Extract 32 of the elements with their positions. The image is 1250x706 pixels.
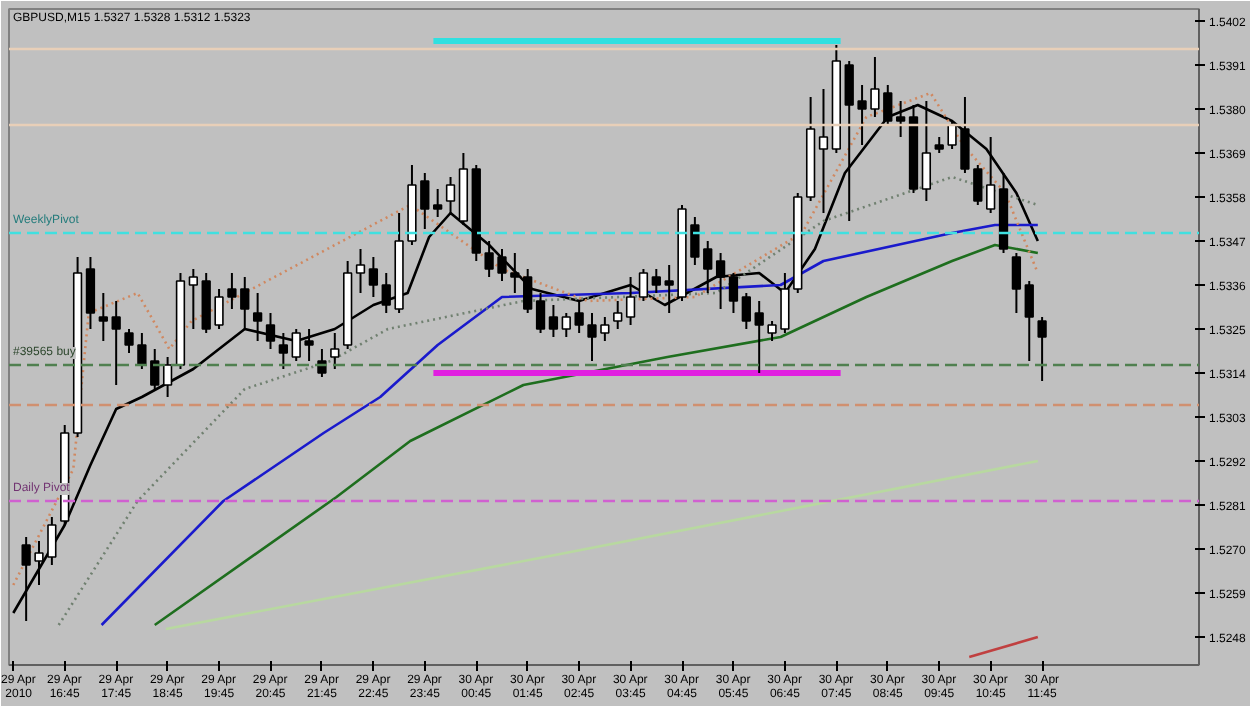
candlestick <box>535 292 546 334</box>
candlestick <box>715 252 726 310</box>
candlestick <box>278 332 289 370</box>
candlestick <box>433 188 443 218</box>
candlestick <box>252 292 263 342</box>
candlestick <box>741 292 751 330</box>
candlestick <box>1011 252 1022 314</box>
candlestick <box>355 248 366 294</box>
candlestick <box>728 272 739 314</box>
candlestick <box>1037 316 1047 382</box>
candlestick <box>162 356 173 398</box>
candlestick <box>638 268 649 302</box>
candlestick <box>330 332 340 370</box>
candlestick <box>85 256 96 330</box>
candlestick <box>368 256 379 298</box>
candlestick <box>124 328 134 354</box>
candlestick <box>111 300 121 386</box>
candlestick <box>651 268 661 294</box>
candlestick <box>445 176 456 214</box>
candlestick <box>523 268 533 314</box>
candlestick <box>754 300 764 374</box>
candlestick <box>265 312 276 350</box>
candlestick <box>510 252 520 294</box>
candlestick <box>613 300 623 330</box>
candlestick <box>548 304 559 338</box>
candlestick <box>1024 280 1034 362</box>
candlestick <box>625 276 636 326</box>
candlestick <box>973 164 983 206</box>
candlestick <box>188 268 198 330</box>
candlestick <box>986 136 996 214</box>
candlestick <box>818 88 829 214</box>
candlestick <box>98 292 108 342</box>
